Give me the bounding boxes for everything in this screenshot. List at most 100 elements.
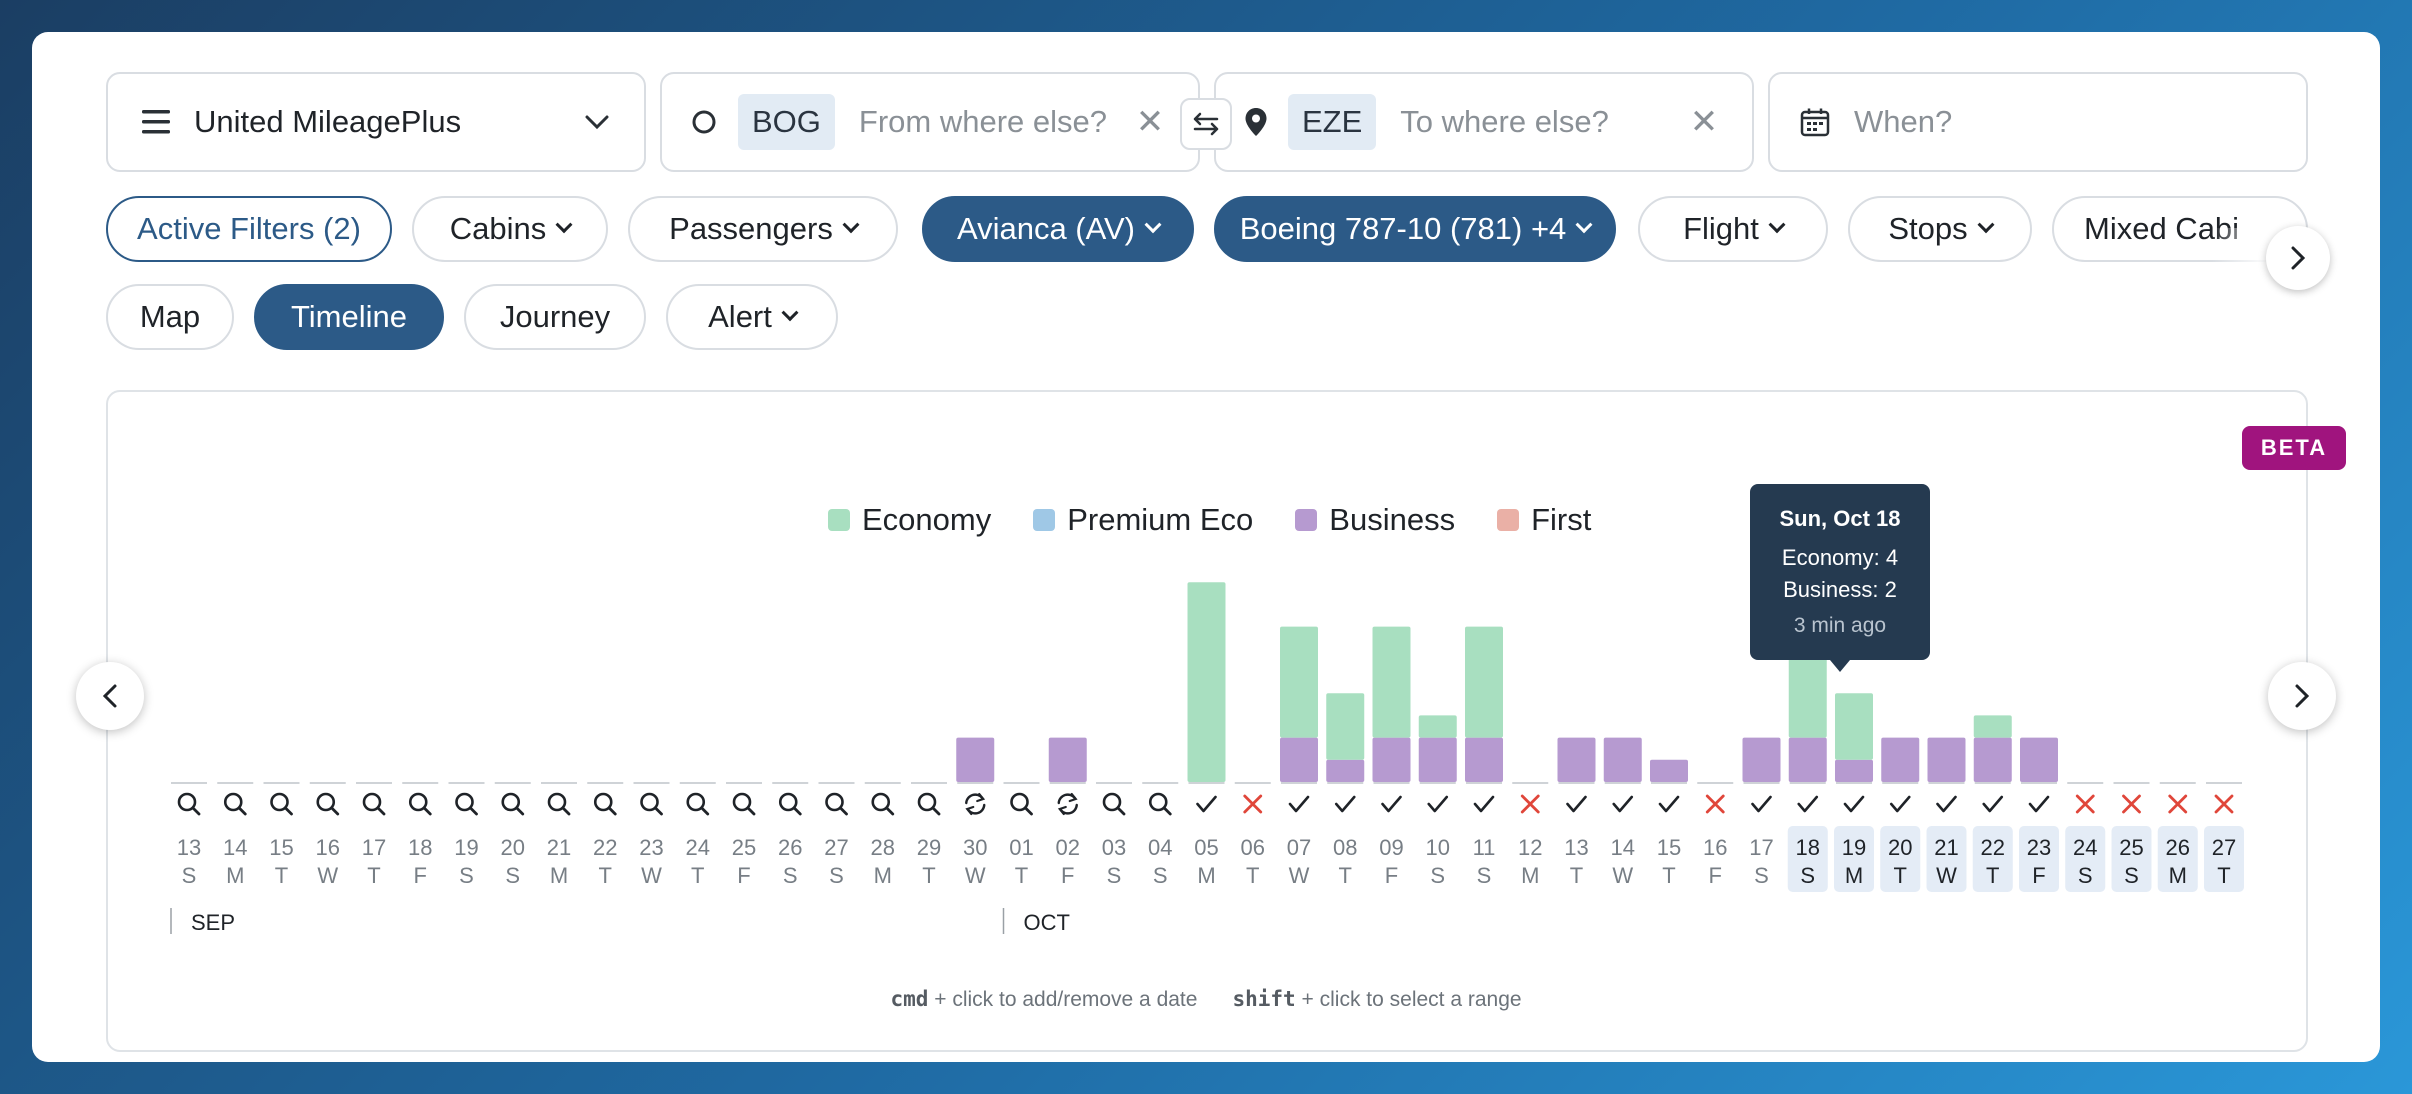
legend-first[interactable]: First [1497, 502, 1591, 538]
view-timeline[interactable]: Timeline [254, 284, 444, 350]
bar-economy[interactable] [1418, 715, 1457, 738]
bar-business[interactable] [1835, 759, 1873, 782]
search-icon[interactable] [408, 792, 428, 812]
legend-premium-eco[interactable]: Premium Eco [1033, 502, 1253, 538]
bar-business[interactable] [1280, 737, 1318, 782]
search-icon[interactable] [177, 792, 197, 812]
day-number[interactable]: 13 [177, 835, 201, 860]
day-number[interactable]: 17 [1749, 835, 1773, 860]
day-number[interactable]: 25 [732, 835, 756, 860]
search-icon[interactable] [825, 792, 844, 812]
bar-business[interactable] [2020, 737, 2058, 782]
bar-business[interactable] [956, 737, 995, 782]
search-icon[interactable] [223, 792, 243, 812]
view-map[interactable]: Map [106, 284, 234, 350]
day-number[interactable]: 27 [824, 835, 848, 860]
origin-code-chip[interactable]: BOG [738, 94, 835, 150]
bar-economy[interactable] [1280, 626, 1318, 738]
day-number[interactable]: 26 [2166, 835, 2190, 860]
filter-airline[interactable]: Avianca (AV) [922, 196, 1194, 262]
day-number[interactable]: 24 [686, 835, 710, 860]
day-number[interactable]: 10 [1426, 835, 1450, 860]
bar-economy[interactable] [1835, 693, 1873, 760]
view-alert[interactable]: Alert [666, 284, 838, 350]
day-number[interactable]: 13 [1564, 835, 1588, 860]
bar-business[interactable] [1927, 737, 1966, 782]
x-icon[interactable] [2168, 794, 2188, 814]
filter-scroll-right-button[interactable] [2266, 226, 2330, 290]
day-number[interactable]: 18 [1796, 835, 1820, 860]
day-number[interactable]: 28 [871, 835, 895, 860]
search-icon[interactable] [593, 792, 613, 812]
filter-active[interactable]: Active Filters (2) [106, 196, 392, 262]
day-number[interactable]: 12 [1518, 835, 1542, 860]
x-icon[interactable] [1520, 794, 1540, 814]
day-number[interactable]: 19 [454, 835, 478, 860]
day-number[interactable]: 05 [1194, 835, 1218, 860]
check-icon[interactable] [1612, 795, 1634, 813]
x-icon[interactable] [2075, 794, 2095, 814]
origin-clear-icon[interactable]: ✕ [1135, 103, 1165, 141]
timeline-next-button[interactable] [2268, 662, 2336, 730]
bar-economy[interactable] [1326, 693, 1365, 760]
x-icon[interactable] [2214, 794, 2234, 814]
view-journey[interactable]: Journey [464, 284, 646, 350]
day-number[interactable]: 23 [639, 835, 663, 860]
bar-business[interactable] [1557, 737, 1596, 782]
x-icon[interactable] [2122, 794, 2141, 814]
date-field[interactable]: When? [1768, 72, 2308, 172]
program-select[interactable]: United MileagePlus [106, 72, 646, 172]
day-number[interactable]: 20 [501, 835, 525, 860]
origin-field[interactable]: BOG From where else? ✕ [660, 72, 1200, 172]
check-icon[interactable] [2028, 795, 2050, 813]
search-icon[interactable] [547, 792, 567, 812]
filter-cabins[interactable]: Cabins [412, 196, 608, 262]
check-icon[interactable] [1797, 795, 1819, 813]
day-number[interactable]: 04 [1148, 835, 1172, 860]
swap-button[interactable] [1180, 98, 1232, 150]
check-icon[interactable] [1473, 795, 1495, 813]
day-number[interactable]: 11 [1473, 835, 1496, 860]
destination-code-chip[interactable]: EZE [1288, 94, 1377, 150]
check-icon[interactable] [1936, 795, 1957, 813]
day-number[interactable]: 16 [1703, 835, 1727, 860]
day-number[interactable]: 21 [547, 835, 571, 860]
check-icon[interactable] [1889, 795, 1911, 813]
bar-business[interactable] [1881, 737, 1920, 782]
bar-business[interactable] [1418, 737, 1457, 782]
bar-business[interactable] [1742, 737, 1781, 782]
bar-business[interactable] [1603, 737, 1642, 782]
day-number[interactable]: 29 [917, 835, 941, 860]
bar-business[interactable] [1788, 737, 1827, 782]
x-icon[interactable] [1243, 794, 1263, 814]
x-icon[interactable] [1705, 794, 1725, 814]
bar-economy[interactable] [1465, 626, 1503, 738]
check-icon[interactable] [1843, 795, 1865, 813]
day-number[interactable]: 19 [1842, 835, 1866, 860]
day-number[interactable]: 08 [1333, 835, 1357, 860]
search-icon[interactable] [732, 792, 752, 812]
day-number[interactable]: 09 [1379, 835, 1403, 860]
bar-business[interactable] [1048, 737, 1087, 782]
destination-clear-icon[interactable]: ✕ [1689, 103, 1719, 141]
day-number[interactable]: 18 [408, 835, 432, 860]
search-icon[interactable] [1148, 792, 1168, 812]
day-number[interactable]: 03 [1102, 835, 1126, 860]
search-icon[interactable] [270, 792, 289, 812]
search-icon[interactable] [640, 792, 659, 812]
check-icon[interactable] [1427, 795, 1449, 813]
day-number[interactable]: 26 [778, 835, 802, 860]
day-number[interactable]: 02 [1056, 835, 1080, 860]
bar-business[interactable] [1326, 759, 1365, 782]
day-number[interactable]: 22 [1981, 835, 2005, 860]
day-number[interactable]: 21 [1934, 835, 1958, 860]
destination-field[interactable]: EZE To where else? ✕ [1214, 72, 1754, 172]
check-icon[interactable] [1658, 795, 1680, 813]
check-icon[interactable] [1751, 795, 1772, 813]
search-icon[interactable] [871, 792, 891, 812]
check-icon[interactable] [1196, 795, 1217, 813]
day-number[interactable]: 27 [2212, 835, 2236, 860]
search-icon[interactable] [1010, 792, 1029, 812]
day-number[interactable]: 30 [963, 835, 987, 860]
search-icon[interactable] [455, 792, 474, 812]
